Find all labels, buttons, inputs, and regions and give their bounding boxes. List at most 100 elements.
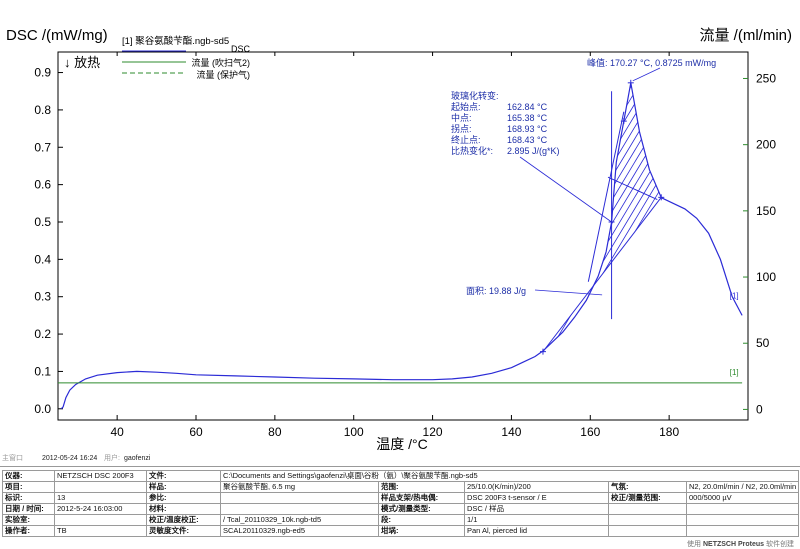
info-row-1: 项目: 样品: 聚谷氨酸苄酯, 6.5 mg 范围: 25/10.0(K/min…	[2, 481, 799, 493]
tg-step-line	[587, 111, 625, 282]
series-end-label: [1]	[730, 368, 739, 377]
tg-mid-label: 中点:	[451, 112, 472, 123]
tg-cp-label: 比热变化*:	[451, 145, 493, 156]
y-right-tick-label: 200	[756, 138, 776, 152]
hatch-line	[557, 82, 662, 352]
x-tick-label: 80	[268, 425, 282, 439]
info-table: 仪器: NETZSCH DSC 200F3 文件: C:\Documents a…	[2, 470, 799, 537]
info-cell: 段:	[378, 514, 465, 526]
hatch-line	[578, 82, 662, 352]
hatch-line	[543, 82, 662, 352]
peak-leader-line	[632, 67, 661, 82]
dsc-chart: 40 60 80 100 120 140 160 180 0.0 0.1 0.2 0.3 0.4 0.5…	[2, 27, 800, 462]
info-cell	[220, 503, 379, 515]
tg-title: 玻璃化转变:	[451, 90, 499, 101]
info-cell: / Tcal_20110329_10k.ngb-td5	[220, 514, 379, 526]
y-left-tick-label: 0.3	[34, 290, 51, 304]
info-row-5: 操作者: TB 灵敏度文件: SCAL20110329.ngb-ed5 坩埚: …	[2, 525, 799, 537]
info-cell	[686, 503, 799, 515]
series-line-dsc	[60, 82, 743, 410]
info-cell	[608, 525, 687, 537]
x-axis: 40 60 80 100 120 140 160 180	[110, 52, 679, 439]
info-cell: DSC / 样品	[464, 503, 609, 515]
x-tick-label: 60	[189, 425, 203, 439]
info-cell	[54, 514, 147, 526]
hatch-line	[543, 82, 592, 352]
exo-direction-label: ↓ 放热	[64, 55, 100, 70]
tg-leader-line	[519, 156, 612, 223]
info-row-instrument: 仪器: NETZSCH DSC 200F3 文件: C:\Documents a…	[2, 470, 799, 482]
info-cell: 范围:	[378, 481, 465, 493]
y-left-tick-label: 0.8	[34, 103, 51, 117]
info-cell: 参比:	[146, 492, 221, 504]
plot-frame	[57, 51, 749, 421]
instrument-value: NETZSCH DSC 200F3	[54, 470, 147, 482]
legend-label-flow-protective: 流量 (保护气)	[197, 69, 251, 80]
info-cell: 校正/测量范围:	[608, 492, 687, 504]
legend: DSC 流量 (吹扫气2) 流量 (保护气)	[122, 44, 250, 80]
info-cell: 2012-5-24 16:03:00	[54, 503, 147, 515]
instrument-label: 仪器:	[2, 470, 55, 482]
info-cell: 样品支架/热电偶:	[378, 492, 465, 504]
info-cell: 灵敏度文件:	[146, 525, 221, 537]
y-right-tick-label: 250	[756, 71, 776, 85]
info-cell: 日期 / 时间:	[2, 503, 55, 515]
info-cell	[220, 492, 379, 504]
y-axis-left-title: DSC /(mW/mg)	[6, 27, 108, 44]
info-cell	[608, 503, 687, 515]
info-cell: TB	[54, 525, 147, 537]
info-cell: 坩埚:	[378, 525, 465, 537]
x-tick-label: 100	[344, 425, 364, 439]
legend-label-dsc: DSC	[231, 44, 251, 54]
info-cell	[686, 525, 799, 537]
y-axis-left: 0.0 0.1 0.2 0.3 0.4 0.5 0.6 0.7 0.8 0.9	[34, 66, 63, 416]
chart-title: [1] 聚谷氨酸苄酯.ngb-sd5	[122, 35, 229, 47]
info-cell: 13	[54, 492, 147, 504]
hatch-line	[564, 82, 662, 352]
info-cell: 样品:	[146, 481, 221, 493]
info-cell: 标识:	[2, 492, 55, 504]
y-left-tick-label: 0.2	[34, 327, 51, 341]
brand-suffix: 软件创建	[766, 541, 794, 548]
hatch-line	[641, 82, 662, 352]
info-cell: 000/5000 µV	[686, 492, 799, 504]
x-tick-label: 160	[580, 425, 600, 439]
hatch-line	[698, 60, 800, 360]
y-axis-right: 0 50 100 150 200 250	[743, 71, 776, 416]
measurement-info-panel: 仪器: NETZSCH DSC 200F3 文件: C:\Documents a…	[0, 466, 800, 549]
y-right-tick-label: 100	[756, 270, 776, 284]
hatch-line	[691, 60, 800, 360]
hatch-line	[670, 60, 800, 360]
y-left-tick-label: 0.7	[34, 140, 51, 154]
file-label: 文件:	[146, 470, 221, 482]
series-layer	[58, 82, 743, 410]
info-cell	[686, 514, 799, 526]
meta-line: 主窗口 2012-05-24 16:24 用户: gaofenzi	[2, 453, 151, 462]
info-cell: 1/1	[464, 514, 609, 526]
y-right-tick-label: 150	[756, 204, 776, 218]
y-right-tick-label: 50	[756, 336, 770, 350]
software-brand: 使用 NETZSCH Proteus 软件创建	[687, 539, 794, 549]
meta-user: gaofenzi	[124, 455, 151, 462]
x-tick-label: 120	[423, 425, 443, 439]
info-cell: N2, 20.0ml/min / N2, 20.0ml/min	[686, 481, 799, 493]
tg-annotation-block: 玻璃化转变: 起始点: 162.84 °C 中点: 165.38 °C 拐点: …	[451, 90, 560, 156]
marker-layer	[539, 79, 665, 355]
info-cell: DSC 200F3 t-sensor / E	[464, 492, 609, 504]
annotation-layer: [1] [1]	[519, 67, 739, 377]
x-axis-title: 温度 /°C	[376, 436, 428, 452]
info-row-3: 日期 / 时间: 2012-5-24 16:03:00 材料: 模式/测量类型:…	[2, 503, 799, 515]
info-row-4: 实验室: 校正/温度校正: / Tcal_20110329_10k.ngb-td…	[2, 514, 799, 526]
y-left-tick-label: 0.9	[34, 66, 51, 80]
brand-name: NETZSCH Proteus	[702, 541, 765, 548]
info-cell: 实验室:	[2, 514, 55, 526]
x-tick-label: 140	[501, 425, 521, 439]
info-cell: 气氛:	[608, 481, 687, 493]
info-cell: Pan Al, pierced lid	[464, 525, 609, 537]
hatch-line	[663, 60, 800, 360]
info-cell: 模式/测量类型:	[378, 503, 465, 515]
info-cell: 项目:	[2, 481, 55, 493]
y-right-tick-label: 0	[756, 402, 763, 416]
hatch-line	[341, 60, 521, 360]
file-value: C:\Documents and Settings\gaofenzi\桌面\谷粉…	[220, 470, 799, 482]
